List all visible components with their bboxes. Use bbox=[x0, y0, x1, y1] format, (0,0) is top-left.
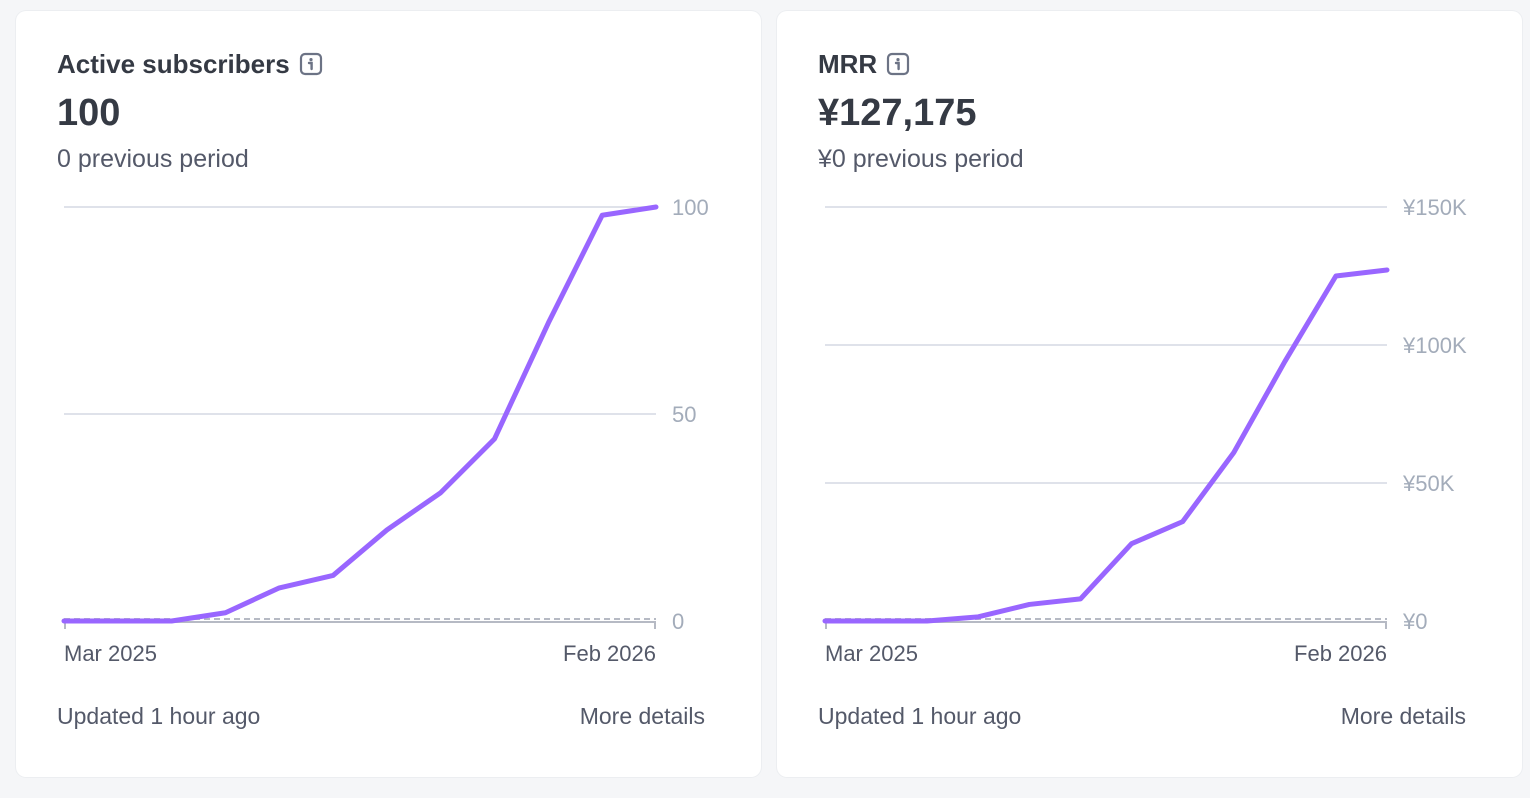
line-chart: 0 50 100 Mar 2025 Feb 2026 bbox=[61, 195, 709, 663]
series-line bbox=[61, 204, 659, 624]
line-chart: ¥0 ¥50K ¥100K ¥150K Mar 2025 Feb 2026 bbox=[822, 195, 1467, 663]
y-tick-label: 50 bbox=[672, 402, 696, 427]
card-title: MRR bbox=[818, 48, 878, 79]
more-details-link[interactable]: More details bbox=[579, 703, 705, 729]
info-icon[interactable] bbox=[886, 52, 910, 76]
more-details-link[interactable]: More details bbox=[1340, 703, 1466, 729]
y-tick-label: 0 bbox=[672, 609, 684, 634]
metric-value: 100 bbox=[57, 92, 121, 134]
updated-text: Updated 1 hour ago bbox=[818, 703, 1022, 729]
y-tick-label: ¥150K bbox=[1402, 195, 1467, 220]
x-tick-label: Mar 2025 bbox=[825, 641, 918, 663]
active-subscribers-card: Active subscribers 100 0 previous period… bbox=[16, 11, 761, 777]
y-tick-label: 100 bbox=[672, 195, 709, 220]
mrr-chart: ¥0 ¥50K ¥100K ¥150K Mar 2025 Feb 2026 bbox=[817, 193, 1497, 663]
subscribers-chart: 0 50 100 Mar 2025 Feb 2026 bbox=[56, 193, 736, 663]
x-tick-label: Mar 2025 bbox=[64, 641, 157, 663]
mrr-card: MRR ¥127,175 ¥0 previous period ¥0 ¥50K ¥1… bbox=[777, 11, 1522, 777]
y-tick-label: ¥100K bbox=[1402, 333, 1467, 358]
metric-value: ¥127,175 bbox=[818, 92, 977, 134]
title-row: Active subscribers bbox=[57, 49, 323, 79]
card-footer: Updated 1 hour ago More details bbox=[818, 703, 1466, 730]
x-tick-label: Feb 2026 bbox=[563, 641, 656, 663]
previous-period: ¥0 previous period bbox=[818, 145, 1024, 173]
x-tick-label: Feb 2026 bbox=[1294, 641, 1387, 663]
card-header: MRR ¥127,175 ¥0 previous period bbox=[818, 49, 1024, 174]
card-footer: Updated 1 hour ago More details bbox=[57, 703, 705, 730]
series-line bbox=[822, 267, 1390, 624]
updated-text: Updated 1 hour ago bbox=[57, 703, 261, 729]
card-title: Active subscribers bbox=[57, 48, 290, 79]
y-tick-label: ¥0 bbox=[1402, 609, 1427, 634]
card-header: Active subscribers 100 0 previous period bbox=[57, 49, 323, 174]
title-row: MRR bbox=[818, 49, 1024, 79]
info-icon[interactable] bbox=[299, 52, 323, 76]
y-tick-label: ¥50K bbox=[1402, 471, 1455, 496]
previous-period: 0 previous period bbox=[57, 145, 249, 173]
